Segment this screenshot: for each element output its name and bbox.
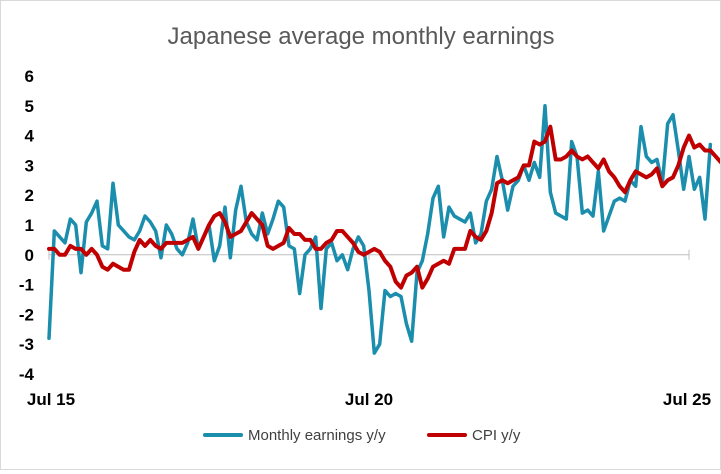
y-tick-label: 1 [25,216,34,235]
y-tick-label: 6 [25,67,34,86]
y-tick-label: -4 [19,365,35,384]
x-axis-ticks: Jul 15 Jul 20 Jul 25 [27,249,711,409]
y-tick-label: -1 [19,276,34,295]
x-tick-label: Jul 25 [663,390,711,409]
chart-title: Japanese average monthly earnings [168,23,555,50]
legend-label-monthly-earnings-y-y: Monthly earnings y/y [248,427,386,444]
y-tick-label: 3 [25,156,34,175]
series-layer [47,104,721,355]
y-tick-label: -3 [19,335,34,354]
series-line-cpi-y-y [47,124,721,290]
y-tick-label: 2 [25,186,34,205]
x-tick-label: Jul 15 [27,390,75,409]
legend-label-cpi-y-y: CPI y/y [472,427,521,444]
series-line-monthly-earnings-y-y [47,104,713,355]
y-tick-label: 4 [25,127,35,146]
y-tick-label: 0 [25,246,34,265]
x-tick-label: Jul 20 [345,390,393,409]
y-tick-label: 5 [25,97,34,116]
y-axis-ticks: 6 5 4 3 2 1 0 -1 -2 -3 -4 [19,67,35,384]
y-tick-label: -2 [19,305,34,324]
legend: Monthly earnings y/y CPI y/y [203,427,521,444]
